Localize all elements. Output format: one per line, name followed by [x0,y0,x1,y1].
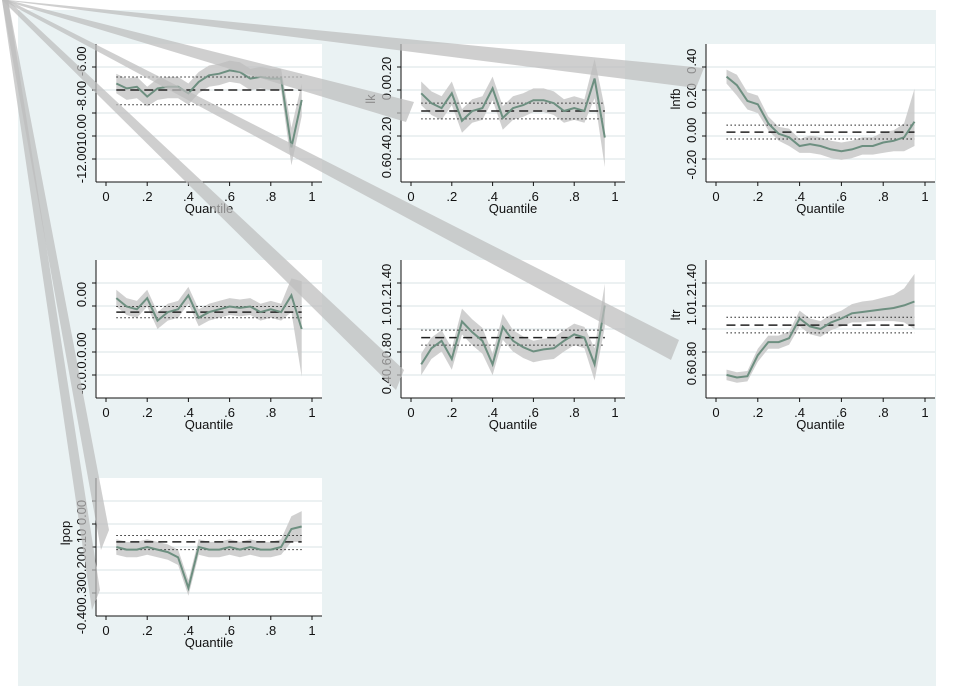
x-tick-label: .2 [142,189,153,204]
x-tick-label: .8 [569,189,580,204]
x-tick-label: .6 [224,405,235,420]
x-tick-label: .4 [487,405,498,420]
y-axis-label: lpop [58,521,73,546]
x-axis-label: Quantile [796,417,844,432]
y-axis-label: lnfb [668,89,683,110]
streak [2,0,414,122]
quantile-estimate-line [726,300,915,379]
x-tick-label: 0 [407,189,414,204]
x-tick-label: 0 [102,623,109,638]
y-tick-label: 0.20 [684,83,699,108]
y-tick-label: 0.60.80 [684,342,699,385]
y-tick-label: -0.20 [684,150,699,180]
streak [2,0,404,390]
x-tick-label: .4 [487,189,498,204]
quantile-estimate-line [420,305,606,369]
x-tick-label: 1 [308,405,315,420]
y-tick-label: -12.00 [74,146,89,183]
quantile-estimate-line [420,78,606,138]
x-tick-label: .8 [569,405,580,420]
y-axis-label: ltr [668,309,683,321]
quantile-estimate-line [115,292,303,330]
x-tick-label: .8 [265,189,276,204]
x-tick-label: 0 [407,405,414,420]
confidence-band [421,58,605,168]
x-tick-label: .6 [528,189,539,204]
x-tick-label: 0 [712,405,719,420]
confidence-band [116,278,302,377]
x-tick-label: .2 [142,623,153,638]
confidence-band [116,511,302,596]
x-tick-label: .2 [752,189,763,204]
x-axis-label: Quantile [185,417,233,432]
x-tick-label: .6 [836,189,847,204]
x-tick-label: .8 [265,405,276,420]
x-tick-label: .4 [183,189,194,204]
x-tick-label: .2 [752,405,763,420]
x-axis-label: Quantile [185,635,233,650]
x-tick-label: .4 [183,405,194,420]
y-tick-label: 10.00 [74,114,89,147]
streak [2,0,100,610]
y-tick-label: 0.00 [684,118,699,143]
x-tick-label: .6 [224,189,235,204]
y-tick-label: 1.01.21.40 [684,264,699,325]
x-tick-label: .4 [183,623,194,638]
confidence-band [726,69,915,160]
x-axis-label: Quantile [796,201,844,216]
quantile-estimate-line [116,525,302,592]
x-tick-label: 1 [921,405,928,420]
quantile-estimate-line [725,75,916,153]
x-tick-label: .4 [794,189,805,204]
x-tick-label: 0 [102,189,109,204]
x-tick-label: 1 [921,189,928,204]
x-axis-label: Quantile [489,417,537,432]
x-tick-label: 1 [611,189,618,204]
x-tick-label: 0 [712,189,719,204]
x-axis-label: Quantile [489,201,537,216]
confidence-band [421,283,605,381]
y-tick-label: 0.60.40.20 [379,117,394,178]
x-tick-label: .2 [142,405,153,420]
x-tick-label: .4 [794,405,805,420]
x-tick-label: .8 [265,623,276,638]
y-tick-label: 1.01.21.40 [379,264,394,325]
x-tick-label: 1 [611,405,618,420]
streak [2,0,679,360]
x-tick-label: .8 [878,405,889,420]
x-tick-label: .2 [446,405,457,420]
x-tick-label: .2 [446,189,457,204]
y-tick-label: 0.00 [74,282,89,307]
x-tick-label: 1 [308,189,315,204]
x-tick-label: 1 [308,623,315,638]
streak [2,0,704,88]
y-tick-label: 0.00.20 [379,57,394,100]
rendering-artifact-streaks [2,0,704,610]
x-tick-label: .8 [878,189,889,204]
x-tick-label: .6 [528,405,539,420]
x-tick-label: .6 [836,405,847,420]
x-tick-label: .6 [224,623,235,638]
panel-grid: 0.2.4.6.8 1Quantile-12.0010.00-8.00-6.000… [58,44,935,650]
panel-7: 0.2.4.6.81Quantile-0.400.300.200.100.00l… [58,478,322,650]
y-tick-label: -8.00 [74,81,89,111]
x-tick-label: 0 [102,405,109,420]
